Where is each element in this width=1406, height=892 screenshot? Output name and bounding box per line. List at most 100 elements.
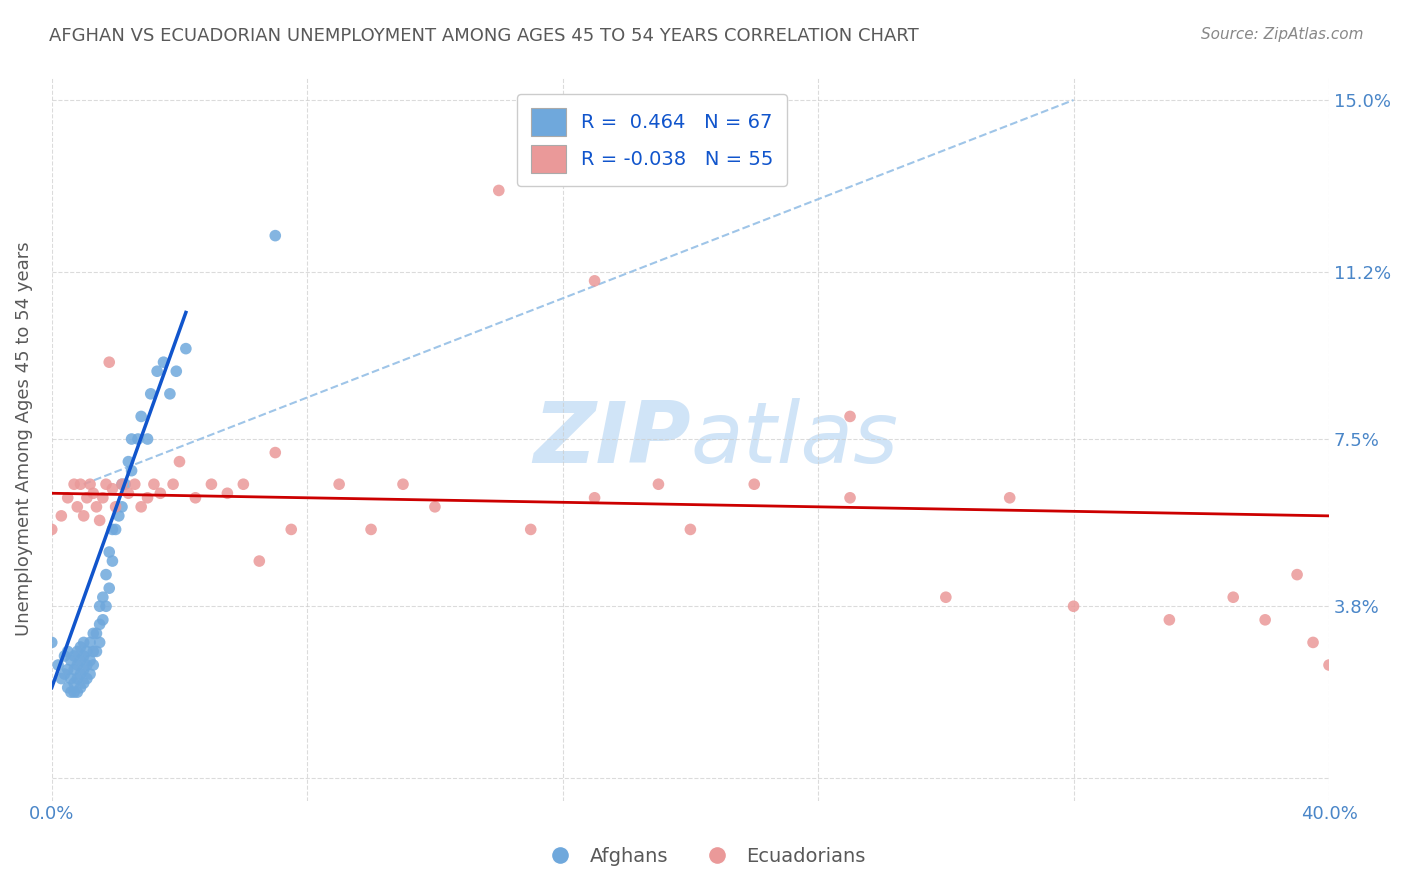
Point: [79, 477, 101, 491]
Point: [423, 500, 446, 514]
Point: [127, 432, 149, 446]
Text: atlas: atlas: [690, 398, 898, 481]
Point: [101, 523, 124, 537]
Point: [98, 355, 121, 369]
Point: [66, 672, 89, 686]
Point: [53, 667, 76, 681]
Point: [935, 591, 957, 605]
Point: [76, 491, 98, 505]
Point: [583, 274, 606, 288]
Point: [69, 667, 91, 681]
Point: [583, 491, 606, 505]
Point: [360, 523, 382, 537]
Point: [63, 663, 86, 677]
Point: [63, 676, 86, 690]
Point: [94, 477, 117, 491]
Point: [136, 491, 159, 505]
Point: [73, 676, 96, 690]
Point: [89, 513, 111, 527]
Point: [149, 486, 172, 500]
Point: [51, 672, 73, 686]
Point: [53, 648, 76, 663]
Point: [247, 554, 270, 568]
Point: [82, 644, 104, 658]
Text: AFGHAN VS ECUADORIAN UNEMPLOYMENT AMONG AGES 45 TO 54 YEARS CORRELATION CHART: AFGHAN VS ECUADORIAN UNEMPLOYMENT AMONG …: [49, 27, 920, 45]
Point: [51, 508, 73, 523]
Point: [114, 477, 136, 491]
Point: [82, 658, 104, 673]
Point: [76, 672, 98, 686]
Point: [104, 500, 127, 514]
Point: [111, 477, 134, 491]
Point: [162, 477, 184, 491]
Point: [79, 667, 101, 681]
Point: [264, 445, 287, 459]
Text: Source: ZipAtlas.com: Source: ZipAtlas.com: [1201, 27, 1364, 42]
Point: [139, 387, 162, 401]
Point: [66, 500, 89, 514]
Point: [392, 477, 415, 491]
Point: [280, 523, 302, 537]
Point: [91, 491, 114, 505]
Point: [56, 644, 79, 658]
Point: [69, 653, 91, 667]
Point: [742, 477, 765, 491]
Point: [56, 663, 79, 677]
Legend: Afghans, Ecuadorians: Afghans, Ecuadorians: [533, 838, 873, 873]
Point: [998, 491, 1021, 505]
Point: [82, 486, 104, 500]
Point: [46, 658, 69, 673]
Point: [111, 500, 134, 514]
Point: [107, 508, 129, 523]
Point: [488, 183, 510, 197]
Point: [129, 409, 152, 424]
Point: [94, 567, 117, 582]
Point: [76, 644, 98, 658]
Point: [839, 491, 862, 505]
Point: [1159, 613, 1181, 627]
Text: ZIP: ZIP: [533, 398, 690, 481]
Point: [91, 591, 114, 605]
Point: [101, 554, 124, 568]
Point: [159, 387, 181, 401]
Point: [217, 486, 239, 500]
Point: [174, 342, 197, 356]
Point: [121, 464, 143, 478]
Point: [86, 500, 108, 514]
Point: [104, 523, 127, 537]
Point: [73, 648, 96, 663]
Point: [117, 486, 139, 500]
Point: [136, 432, 159, 446]
Point: [73, 635, 96, 649]
Point: [59, 653, 82, 667]
Point: [63, 685, 86, 699]
Point: [56, 491, 79, 505]
Point: [59, 672, 82, 686]
Point: [41, 523, 63, 537]
Point: [73, 508, 96, 523]
Point: [63, 477, 86, 491]
Point: [200, 477, 222, 491]
Point: [1286, 567, 1309, 582]
Point: [89, 635, 111, 649]
Point: [94, 599, 117, 614]
Point: [1063, 599, 1085, 614]
Point: [146, 364, 169, 378]
Point: [89, 617, 111, 632]
Point: [184, 491, 207, 505]
Point: [121, 432, 143, 446]
Y-axis label: Unemployment Among Ages 45 to 54 years: Unemployment Among Ages 45 to 54 years: [15, 242, 32, 636]
Point: [1317, 658, 1340, 673]
Point: [328, 477, 350, 491]
Point: [165, 364, 187, 378]
Point: [124, 477, 146, 491]
Point: [79, 635, 101, 649]
Point: [59, 685, 82, 699]
Point: [66, 644, 89, 658]
Point: [1254, 613, 1277, 627]
Point: [1302, 635, 1324, 649]
Point: [519, 523, 541, 537]
Point: [169, 455, 191, 469]
Point: [69, 477, 91, 491]
Point: [232, 477, 254, 491]
